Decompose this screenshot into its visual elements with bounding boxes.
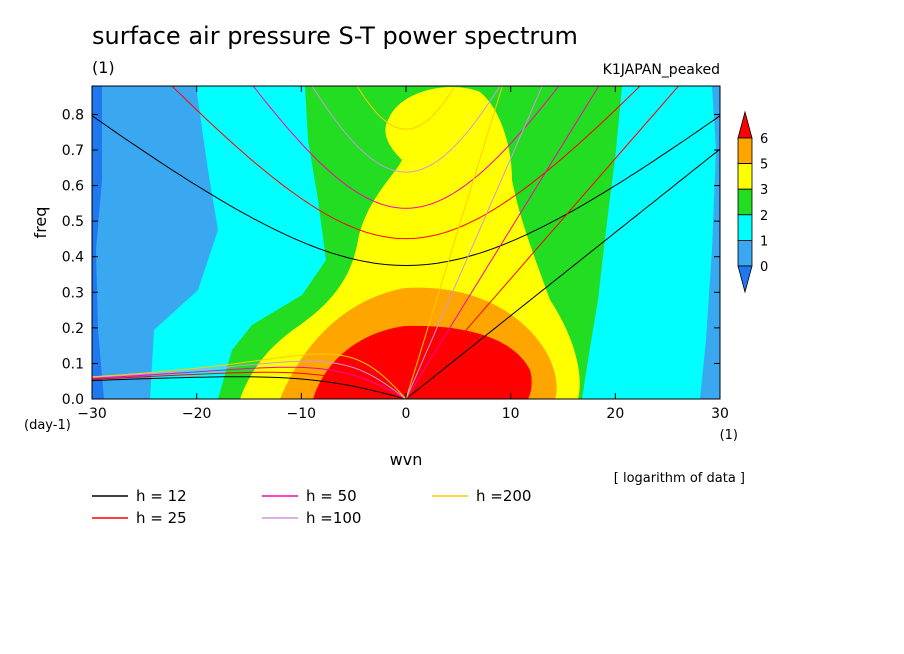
scale-note: [ logarithm of data ]: [614, 471, 745, 486]
y-tick-label: 0.6: [62, 179, 84, 195]
x-tick-label: 30: [711, 406, 729, 422]
chart-subtitle-right: K1JAPAN_peaked: [602, 62, 720, 78]
colorbar-segment: [737, 188, 753, 216]
y-tick-label: 0.4: [62, 250, 84, 266]
colorbar-bottom-triangle: [737, 265, 753, 294]
legend-label: h =200: [476, 487, 531, 505]
y-tick-label: 0.2: [62, 321, 84, 337]
legend-label: h = 12: [136, 487, 187, 505]
colorbar-segment: [737, 163, 753, 190]
gravity-curve-h50: [252, 86, 560, 209]
colorbar-top-triangle: [737, 110, 753, 139]
gravity-curve-h12: [92, 115, 720, 267]
contour-fills: [92, 86, 720, 399]
legend-label: h =100: [306, 509, 361, 527]
x-tick-label: −20: [182, 406, 212, 422]
rossby-curve-h50: [92, 366, 407, 399]
y-tick-label: 0.8: [62, 107, 84, 123]
colorbar-segment: [737, 137, 753, 165]
kelvin-curve-h12: [405, 148, 720, 399]
rossby-curve-h25: [92, 371, 407, 399]
kelvin-curve-h200: [405, 86, 503, 399]
x-tick-label: −10: [287, 406, 317, 422]
y-tick-label: 0.3: [62, 285, 84, 301]
rossby-curve-h100: [92, 360, 407, 399]
gravity-curve-h25: [171, 86, 641, 240]
x-tick-label: 20: [606, 406, 624, 422]
dispersion-curves: [92, 86, 720, 399]
rossby-curve-h200: [92, 353, 407, 399]
axes: −30 −20 −10 0 10 20 30 0.0 0.1 0.2 0.3 0.4 0.5 0.6 0.7…: [24, 86, 745, 486]
kelvin-curve-h50: [405, 86, 600, 399]
legend-label: h = 50: [306, 487, 357, 505]
kelvin-curve-h25: [405, 86, 680, 399]
x-axis-label: wvn: [390, 450, 423, 469]
y-tick-label: 0.7: [62, 143, 84, 159]
colorbar-segment: [737, 214, 753, 241]
colorbar-label: 1: [760, 234, 768, 249]
colorbar-label: 2: [760, 209, 768, 224]
kelvin-curve-h100: [405, 86, 543, 399]
legend-label: h = 25: [136, 509, 187, 527]
gravity-curve-h200: [356, 86, 456, 130]
x-tick-label: 0: [402, 406, 411, 422]
colorbar-label: 0: [760, 260, 768, 275]
x-unit-label: (1): [720, 428, 738, 443]
y-axis-label: freq: [31, 207, 50, 239]
x-tick-label: 10: [502, 406, 520, 422]
legend: h = 12 h = 25 h = 50 h =100 h =200: [92, 487, 531, 527]
colorbar-segment: [737, 239, 753, 267]
colorbar-label: 3: [760, 183, 768, 198]
colorbar-label: 5: [760, 158, 768, 173]
y-tick-label: 0.1: [62, 356, 84, 372]
gravity-curve-h100: [311, 86, 501, 173]
colorbar-label: 6: [760, 132, 768, 147]
x-tick-label: −30: [77, 406, 107, 422]
colorbar: 6 5 3 2 1 0: [737, 110, 768, 294]
chart-subtitle-left: (1): [92, 58, 115, 77]
y-tick-label: 0.0: [62, 392, 84, 408]
rossby-curve-h12: [92, 376, 407, 399]
chart-title: surface air pressure S-T power spectrum: [92, 22, 578, 50]
y-tick-label: 0.5: [62, 214, 84, 230]
y-unit-label: (day-1): [24, 418, 71, 433]
